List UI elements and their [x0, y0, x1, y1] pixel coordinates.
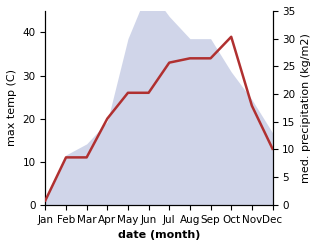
- Y-axis label: max temp (C): max temp (C): [7, 69, 17, 146]
- Y-axis label: med. precipitation (kg/m2): med. precipitation (kg/m2): [301, 33, 311, 183]
- X-axis label: date (month): date (month): [118, 230, 200, 240]
